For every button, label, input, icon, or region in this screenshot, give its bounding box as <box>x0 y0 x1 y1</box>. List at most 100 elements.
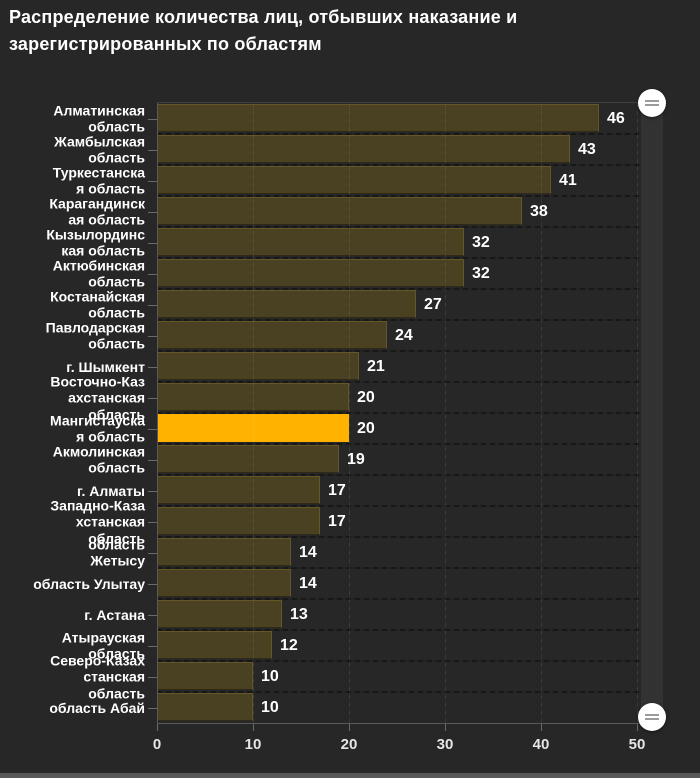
y-axis-tick <box>148 274 157 275</box>
category-label: Атырауская область <box>61 629 145 662</box>
value-label: 21 <box>367 357 385 375</box>
category-label: Жамбылская область <box>54 133 145 166</box>
row-separator-gridline <box>157 164 640 166</box>
row-separator-gridline <box>157 629 640 631</box>
y-axis-tick <box>148 522 157 523</box>
row-separator-gridline <box>157 226 640 228</box>
vertical-gridline <box>637 103 638 723</box>
category-label: Кызылординс кая область <box>46 226 145 259</box>
category-label: область Жетысу <box>88 536 145 569</box>
y-axis-tick <box>148 460 157 461</box>
bar[interactable] <box>157 197 522 225</box>
bar[interactable] <box>157 476 320 504</box>
value-label: 38 <box>530 202 548 220</box>
grip-lines-icon <box>645 718 659 720</box>
bar[interactable] <box>157 569 291 597</box>
value-label: 19 <box>347 450 365 468</box>
row-separator-gridline <box>157 381 640 383</box>
row-separator-gridline <box>157 350 640 352</box>
x-axis-tick <box>157 723 158 731</box>
bar[interactable] <box>157 631 272 659</box>
value-label: 17 <box>328 481 346 499</box>
row-separator-gridline <box>157 133 640 135</box>
row-separator-gridline <box>157 505 640 507</box>
row-separator-gridline <box>157 412 640 414</box>
chart-title: Распределение количества лиц, отбывших н… <box>9 7 518 54</box>
vertical-gridline <box>253 103 254 723</box>
x-axis-tick <box>253 723 254 731</box>
x-axis-tick <box>541 723 542 731</box>
vertical-gridline <box>349 103 350 723</box>
x-axis-line <box>157 723 663 724</box>
category-label: Восточно-Каз ахстанская область <box>50 372 145 422</box>
value-label: 32 <box>472 233 490 251</box>
row-separator-gridline <box>157 598 640 600</box>
bar[interactable] <box>157 352 359 380</box>
category-label: Северо-Казах станская область <box>50 651 145 701</box>
y-axis-tick <box>148 181 157 182</box>
scrollbar-track[interactable] <box>641 103 663 723</box>
grip-lines-icon <box>645 104 659 106</box>
bar[interactable] <box>157 693 253 721</box>
bar[interactable] <box>157 383 349 411</box>
category-label: Карагандинск ая область <box>49 195 145 228</box>
y-axis-tick <box>148 212 157 213</box>
bar[interactable] <box>157 166 551 194</box>
value-label: 10 <box>261 667 279 685</box>
row-separator-gridline <box>157 443 640 445</box>
x-axis-tick <box>349 723 350 731</box>
category-label: Алматинская область <box>53 102 145 135</box>
vertical-gridline <box>541 103 542 723</box>
y-axis-tick <box>148 150 157 151</box>
y-axis-tick <box>148 367 157 368</box>
bar[interactable] <box>157 135 570 163</box>
bar[interactable] <box>157 104 599 132</box>
x-axis-tick-label: 40 <box>532 736 550 753</box>
category-label: Костанайская область <box>50 288 145 321</box>
value-label: 14 <box>299 543 317 561</box>
x-axis-tick-label: 30 <box>436 736 454 753</box>
y-axis-tick <box>148 646 157 647</box>
grip-lines-icon <box>645 714 659 716</box>
bar[interactable] <box>157 507 320 535</box>
x-axis-tick-label: 50 <box>628 736 646 753</box>
value-label: 12 <box>280 636 298 654</box>
value-label: 20 <box>357 388 375 406</box>
category-label: область Абай <box>49 699 145 716</box>
value-label: 20 <box>357 419 375 437</box>
category-label: г. Астана <box>84 606 145 623</box>
value-label: 41 <box>559 171 577 189</box>
value-label: 46 <box>607 109 625 127</box>
bar[interactable] <box>157 290 416 318</box>
category-label: Павлодарская область <box>45 319 145 352</box>
scrollbar-handle-bottom[interactable] <box>638 703 666 731</box>
row-separator-gridline <box>157 288 640 290</box>
row-separator-gridline <box>157 567 640 569</box>
y-axis-tick <box>148 119 157 120</box>
bar[interactable] <box>157 600 282 628</box>
bar[interactable] <box>157 538 291 566</box>
scrollbar-handle-top[interactable] <box>638 89 666 117</box>
value-label: 13 <box>290 605 308 623</box>
y-axis-line <box>157 103 158 723</box>
y-axis-tick <box>148 491 157 492</box>
y-axis-tick <box>148 305 157 306</box>
value-label: 17 <box>328 512 346 530</box>
bar[interactable] <box>157 321 387 349</box>
row-separator-gridline <box>157 660 640 662</box>
bar[interactable] <box>157 259 464 287</box>
value-label: 14 <box>299 574 317 592</box>
y-axis-tick <box>148 677 157 678</box>
category-label: область Улытау <box>33 575 145 592</box>
y-axis-tick <box>148 429 157 430</box>
bar[interactable] <box>157 445 339 473</box>
bar[interactable] <box>157 662 253 690</box>
bar[interactable] <box>157 228 464 256</box>
bar-highlighted[interactable] <box>157 414 349 442</box>
category-label: Туркестанска я область <box>52 164 145 197</box>
x-axis-tick-label: 20 <box>340 736 358 753</box>
plot-top-border <box>157 102 663 103</box>
y-axis-tick <box>148 615 157 616</box>
category-label: Западно-Каза хстанская область <box>50 496 145 546</box>
